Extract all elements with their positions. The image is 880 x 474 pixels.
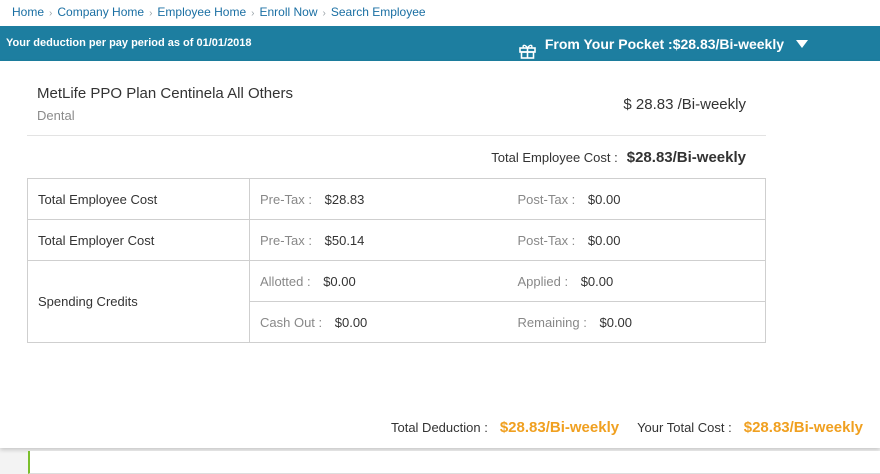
allotted-cell: Allotted : $0.00 — [249, 260, 508, 302]
total-deduction-label: Total Deduction : — [390, 420, 488, 435]
total-employee-cost-value: $28.83/Bi-weekly — [626, 149, 746, 166]
pre-tax-cell: Pre-Tax : $28.83 — [249, 178, 508, 220]
post-tax-value: $0.00 — [587, 191, 621, 207]
allotted-label: Allotted : — [260, 273, 315, 289]
next-section-edge — [28, 451, 880, 474]
post-tax-label: Post-Tax : — [517, 232, 579, 248]
chevron-down-icon[interactable] — [796, 40, 808, 48]
breadcrumb-search-employee[interactable]: Search Employee — [330, 5, 426, 19]
breadcrumb-company-home[interactable]: Company Home — [57, 5, 145, 19]
gift-icon — [519, 36, 536, 59]
cash-out-value: $0.00 — [334, 314, 368, 330]
plan-cost-card: MetLife PPO Plan Centinela All Others De… — [0, 61, 880, 448]
remaining-cell: Remaining : $0.00 — [507, 301, 766, 343]
cost-breakdown-table: Total Employee Cost Pre-Tax : $28.83 Pos… — [27, 178, 766, 343]
cash-out-label: Cash Out : — [260, 314, 326, 330]
plan-type: Dental — [37, 108, 75, 123]
total-deduction-value: $28.83/Bi-weekly — [499, 419, 620, 436]
total-employee-cost-label: Total Employee Cost : — [491, 150, 618, 165]
plan-name: MetLife PPO Plan Centinela All Others — [37, 85, 293, 102]
divider — [27, 135, 766, 136]
pre-tax-value: $50.14 — [324, 232, 365, 248]
applied-cell: Applied : $0.00 — [507, 260, 766, 302]
chevron-right-icon: › — [49, 8, 53, 19]
applied-value: $0.00 — [580, 273, 614, 289]
breadcrumb-enroll-now[interactable]: Enroll Now — [259, 5, 318, 19]
plan-cost: $ 28.83 /Bi-weekly — [623, 96, 746, 113]
total-employee-cost-summary: Total Employee Cost : $28.83/Bi-weekly — [491, 149, 746, 166]
post-tax-cell: Post-Tax : $0.00 — [507, 219, 766, 261]
your-total-cost-label: Your Total Cost : — [637, 420, 732, 435]
deduction-banner: Your deduction per pay period as of 01/0… — [0, 26, 880, 61]
deduction-as-of-text: Your deduction per pay period as of 01/0… — [6, 37, 252, 49]
pre-tax-cell: Pre-Tax : $50.14 — [249, 219, 508, 261]
totals-bar: Total Deduction : $28.83/Bi-weekly Your … — [391, 419, 863, 436]
table-row: Spending Credits Allotted : $0.00 Applie… — [27, 260, 766, 343]
breadcrumb-employee-home[interactable]: Employee Home — [157, 5, 247, 19]
your-total-cost-value: $28.83/Bi-weekly — [743, 419, 863, 436]
pre-tax-label: Pre-Tax : — [260, 191, 316, 207]
table-row: Total Employee Cost Pre-Tax : $28.83 Pos… — [27, 178, 766, 220]
from-your-pocket-toggle[interactable]: From Your Pocket : $28.83/Bi-weekly — [519, 26, 784, 62]
table-row: Total Employer Cost Pre-Tax : $50.14 Pos… — [27, 219, 766, 261]
row-label: Total Employer Cost — [27, 219, 250, 261]
pocket-value: $28.83/Bi-weekly — [672, 36, 784, 52]
row-label: Total Employee Cost — [27, 178, 250, 220]
pocket-label: From Your Pocket : — [544, 36, 673, 52]
cash-out-cell: Cash Out : $0.00 — [249, 301, 508, 343]
breadcrumb-home[interactable]: Home — [12, 5, 45, 19]
row-label: Spending Credits — [27, 260, 250, 343]
post-tax-label: Post-Tax : — [517, 191, 579, 207]
pre-tax-label: Pre-Tax : — [260, 232, 316, 248]
applied-label: Applied : — [517, 273, 572, 289]
chevron-right-icon: › — [149, 8, 153, 19]
table-row: Cash Out : $0.00 Remaining : $0.00 — [28, 301, 766, 343]
post-tax-value: $0.00 — [587, 232, 621, 248]
pre-tax-value: $28.83 — [324, 191, 365, 207]
chevron-right-icon: › — [251, 8, 255, 19]
breadcrumb: Home › Company Home › Employee Home › Enroll N… — [0, 0, 880, 26]
chevron-right-icon: › — [322, 8, 326, 19]
allotted-value: $0.00 — [323, 273, 356, 289]
remaining-label: Remaining : — [517, 314, 591, 330]
remaining-value: $0.00 — [599, 314, 633, 330]
post-tax-cell: Post-Tax : $0.00 — [507, 178, 766, 220]
